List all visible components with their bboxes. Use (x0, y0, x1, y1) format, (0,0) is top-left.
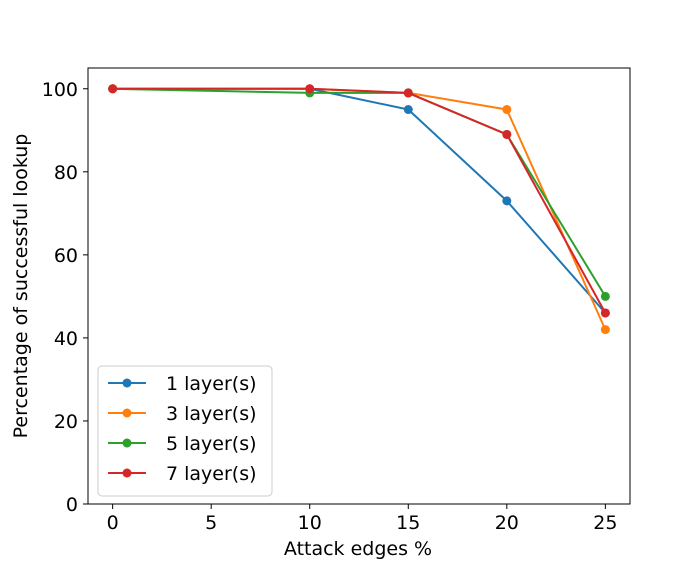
legend: 1 layer(s) 3 layer(s) 5 layer(s) 7 layer(s) (97, 365, 273, 497)
x-tick-label: 10 (298, 512, 322, 534)
x-axis-ticks: 0 5 10 15 20 25 (107, 504, 617, 534)
data-point (403, 88, 413, 98)
y-tick-label: 60 (54, 245, 78, 267)
y-tick-label: 0 (66, 494, 78, 516)
data-point (600, 325, 610, 335)
series-layer (108, 84, 610, 335)
x-tick-label: 15 (396, 512, 420, 534)
legend-item: 1 layer(s) (108, 373, 257, 395)
data-point (108, 84, 118, 94)
y-tick-label: 100 (42, 79, 78, 101)
data-point (502, 129, 512, 139)
series-4 (108, 84, 610, 318)
x-tick-label: 0 (107, 512, 119, 534)
legend-label: 3 layer(s) (166, 403, 257, 425)
x-tick-label: 5 (205, 512, 217, 534)
data-point (502, 196, 512, 206)
legend-label: 7 layer(s) (166, 463, 257, 485)
legend-marker (122, 438, 132, 448)
legend-marker (122, 408, 132, 418)
x-tick-label: 25 (593, 512, 617, 534)
data-point (305, 84, 315, 94)
x-tick-label: 20 (495, 512, 519, 534)
y-tick-label: 80 (54, 162, 78, 184)
y-tick-label: 40 (54, 328, 78, 350)
data-point (600, 308, 610, 318)
y-tick-label: 20 (54, 411, 78, 433)
legend-marker (122, 468, 132, 478)
y-axis-label: Percentage of successful lookup (10, 134, 32, 439)
legend-label: 1 layer(s) (166, 373, 257, 395)
data-point (403, 105, 413, 115)
legend-item: 3 layer(s) (108, 403, 257, 425)
data-point (600, 291, 610, 301)
legend-item: 5 layer(s) (108, 433, 257, 455)
legend-marker (122, 378, 132, 388)
x-axis-label: Attack edges % (284, 538, 432, 560)
y-axis-ticks: 0 20 40 60 80 100 (42, 79, 88, 516)
data-point (502, 105, 512, 115)
legend-label: 5 layer(s) (166, 433, 257, 455)
legend-box (97, 365, 273, 497)
legend-item: 7 layer(s) (108, 463, 257, 485)
